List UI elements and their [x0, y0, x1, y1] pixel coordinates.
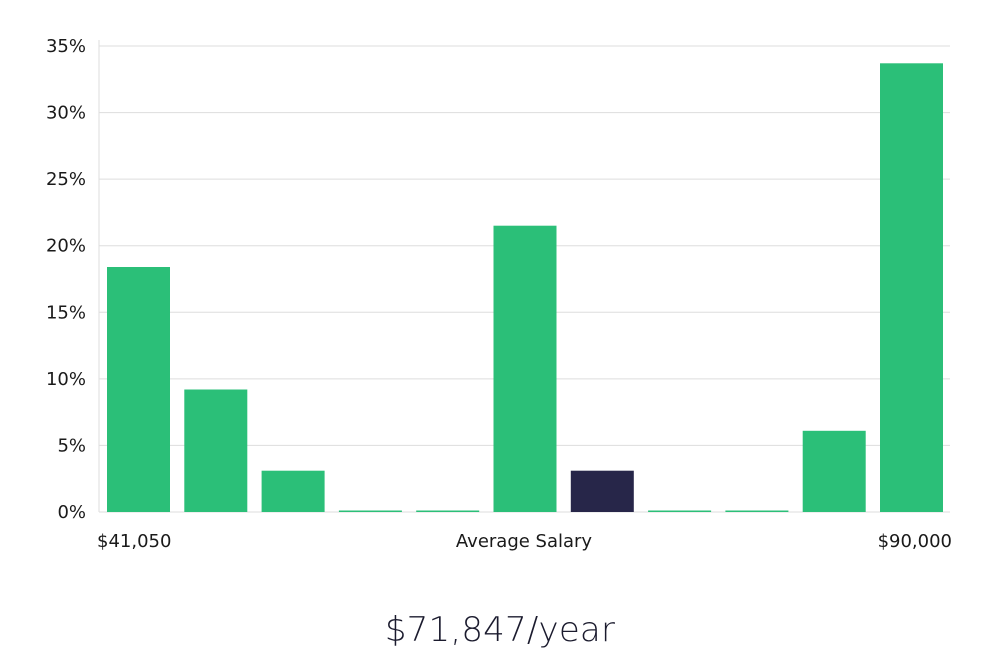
bar — [725, 510, 789, 512]
bar — [338, 510, 402, 512]
bar — [493, 225, 557, 512]
bar — [880, 63, 943, 513]
y-tick-label: 35% — [46, 36, 86, 57]
y-tick-label: 15% — [46, 302, 86, 323]
bar — [802, 430, 866, 512]
bar — [416, 510, 480, 512]
x-label-center: Average Salary — [456, 531, 593, 552]
salary-histogram: 0% 5% 10% 15% 20% 25% 30% 35% $41,050 Average S… — [46, 36, 952, 552]
y-tick-label: 20% — [46, 236, 86, 257]
y-tick-label: 0% — [57, 502, 86, 523]
bars — [107, 63, 943, 513]
bar-highlighted — [570, 470, 634, 512]
bar — [648, 510, 712, 512]
y-tick-label: 5% — [57, 435, 86, 456]
x-label-max: $90,000 — [878, 531, 952, 552]
bar — [184, 389, 248, 512]
bar — [107, 267, 170, 512]
y-tick-label: 10% — [46, 369, 86, 390]
x-label-min: $41,050 — [97, 531, 171, 552]
average-salary-value: $71,847/year — [384, 610, 616, 650]
y-tick-labels: 0% 5% 10% 15% 20% 25% 30% 35% — [46, 36, 86, 523]
y-tick-label: 25% — [46, 169, 86, 190]
y-tick-label: 30% — [46, 103, 86, 124]
bar — [261, 470, 325, 512]
